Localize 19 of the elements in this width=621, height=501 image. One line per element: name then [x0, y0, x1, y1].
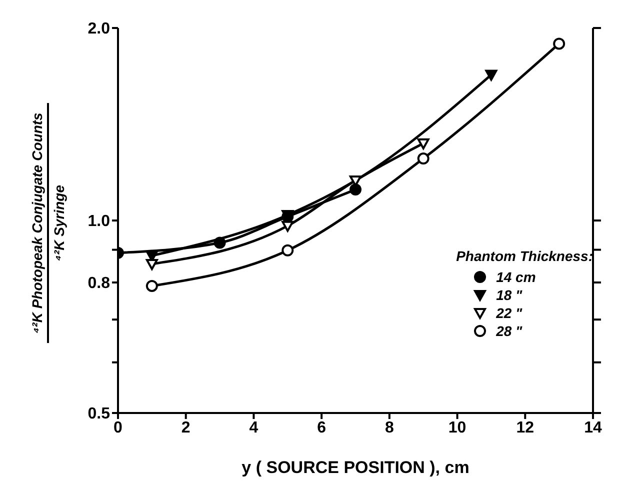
legend-label: 28 "	[496, 323, 522, 339]
y-axis-title: ⁴²K Photopeak Conjugate Counts ⁴²K Syringe	[29, 112, 67, 334]
x-tick-label: 2	[181, 419, 190, 436]
x-tick-label: 10	[448, 419, 466, 436]
x-axis-title: y ( SOURCE POSITION ), cm	[242, 458, 470, 477]
legend-label: 22 "	[496, 305, 522, 321]
x-tick-label: 12	[516, 419, 534, 436]
legend-label: 18 "	[496, 287, 522, 303]
y-tick-label: 2.0	[88, 20, 110, 38]
y-tick-label: 1.0	[88, 213, 110, 230]
x-tick-label: 8	[384, 419, 394, 436]
y-tick-label: 0.8	[88, 275, 110, 292]
x-tick-label: 6	[317, 419, 326, 436]
x-tick-label: 0	[114, 419, 123, 436]
y-tick-label: 0.5	[88, 406, 110, 423]
legend-title: Phantom Thickness:	[456, 248, 593, 264]
legend-label: 14 cm	[496, 269, 536, 285]
x-tick-label: 4	[249, 419, 258, 436]
x-tick-label: 14	[584, 419, 602, 436]
